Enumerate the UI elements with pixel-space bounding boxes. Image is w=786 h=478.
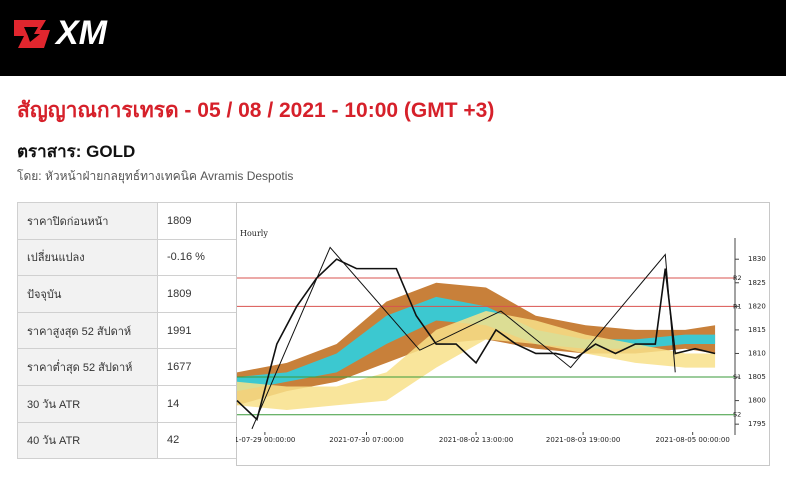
stats-table: ราคาปิดก่อนหน้า 1809 เปลี่ยนแปลง -0.16 % ปัจ… (17, 202, 238, 460)
x-tick-label: 2021-08-05 00:00:00 (655, 436, 729, 444)
level-label: S2 (733, 411, 741, 419)
level-label: R1 (733, 302, 742, 310)
logo-icon-cut (24, 27, 40, 42)
stat-value: 14 (157, 384, 238, 423)
zigzag-line (251, 246, 676, 430)
y-tick-label: 1795 (748, 420, 766, 428)
stat-value: 42 (157, 421, 238, 460)
title: สัญญาณการเทรด - 05 / 08 / 2021 - 10:00 (… (17, 99, 495, 122)
table-row: 40 วัน ATR 42 (17, 421, 238, 460)
y-tick-label: 1825 (748, 279, 766, 287)
instrument: ตราสาร: GOLD (17, 142, 136, 161)
logo: XM (14, 14, 108, 52)
stat-label: 30 วัน ATR (17, 384, 158, 423)
stat-label: ราคาปิดก่อนหน้า (17, 202, 158, 240)
stat-label: ปัจจุบัน (17, 275, 158, 313)
level-label: R2 (733, 274, 742, 282)
y-tick-label: 1830 (748, 255, 766, 263)
x-tick-label: 1-07-29 00:00:00 (236, 436, 295, 444)
y-tick-label: 1820 (748, 302, 766, 310)
y-tick-label: 1800 (748, 397, 766, 405)
stat-value: 1809 (157, 202, 238, 240)
chart: Hourly 1795 1800 1805 1810 1815 1820 1825 1830 1… (236, 202, 770, 466)
header: XM (0, 0, 786, 76)
logo-text: XM (54, 14, 108, 52)
x-tick-label: 2021-08-03 19:00:00 (546, 436, 620, 444)
chart-title: Hourly (240, 229, 268, 238)
y-tick-label: 1810 (748, 349, 766, 357)
x-tick-label: 2021-08-02 13:00:00 (439, 436, 513, 444)
y-tick-label: 1815 (748, 326, 766, 334)
table-row: ราคาต่ำสุด 52 สัปดาห์ 1677 (17, 348, 238, 386)
stat-value: 1677 (157, 348, 238, 386)
table-row: ปัจจุบัน 1809 (17, 275, 238, 313)
table-row: ราคาปิดก่อนหน้า 1809 (17, 202, 238, 240)
band (237, 311, 716, 411)
stat-label: 40 วัน ATR (17, 421, 158, 460)
table-row: เปลี่ยนแปลง -0.16 % (17, 238, 238, 277)
stat-value: 1809 (157, 275, 238, 313)
table-row: ราคาสูงสุด 52 สัปดาห์ 1991 (17, 311, 238, 350)
x-tick-label: 2021-07-30 07:00:00 (329, 436, 403, 444)
level-label: S1 (733, 373, 741, 381)
table-row: 30 วัน ATR 14 (17, 384, 238, 423)
stat-label: เปลี่ยนแปลง (17, 238, 158, 277)
stat-value: -0.16 % (157, 238, 238, 277)
stat-label: ราคาสูงสุด 52 สัปดาห์ (17, 311, 158, 350)
y-tick-label: 1805 (748, 373, 766, 381)
stat-value: 1991 (157, 311, 238, 350)
byline: โดย: หัวหน้าฝ่ายกลยุทธ์ทางเทคนิค Avramis… (17, 169, 294, 183)
price-line (236, 258, 716, 421)
stat-label: ราคาต่ำสุด 52 สัปดาห์ (17, 348, 158, 386)
